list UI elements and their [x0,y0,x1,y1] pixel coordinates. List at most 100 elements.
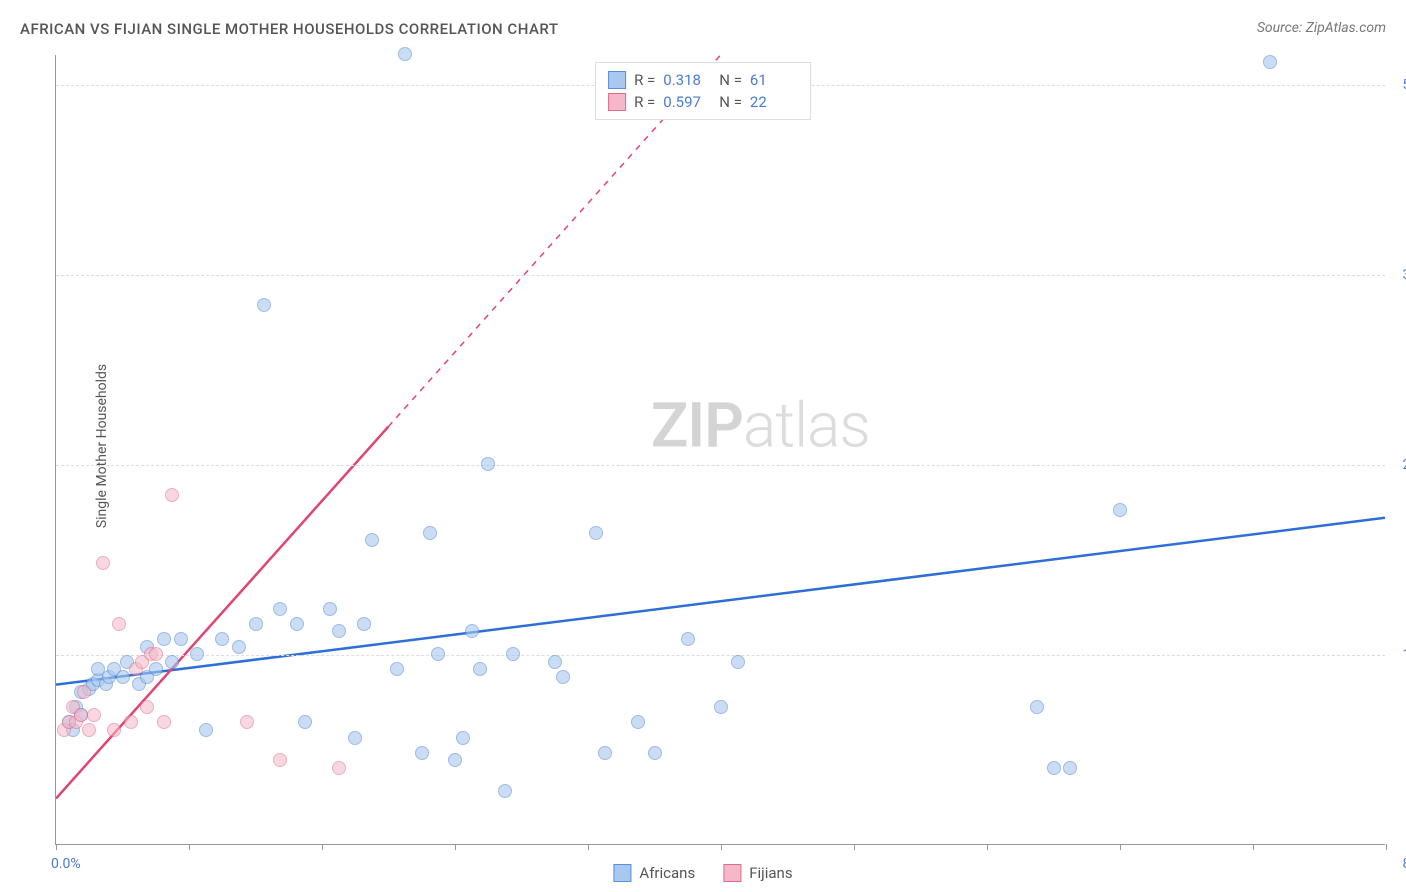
data-point [149,662,163,676]
data-point [157,715,171,729]
legend-row: R = 0.597 N = 22 [608,91,798,113]
x-min-label: 0.0% [51,856,81,872]
y-tick-label: 37.5% [1390,267,1406,283]
y-tick-label: 25.0% [1390,457,1406,473]
data-point [290,617,304,631]
data-point [74,708,88,722]
data-point [149,647,163,661]
data-point [332,761,346,775]
watermark: ZIPatlas [651,389,870,462]
data-point [1263,55,1277,69]
data-point [116,670,130,684]
data-point [348,731,362,745]
data-point [190,647,204,661]
data-point [96,556,110,570]
data-point [506,647,520,661]
legend-label: Africans [639,864,695,882]
data-point [174,632,188,646]
data-point [77,685,91,699]
x-tick [588,844,589,850]
r-value: 0.597 [663,93,711,111]
data-point [731,655,745,669]
x-tick [1386,844,1387,850]
data-point [556,670,570,684]
data-point [332,624,346,638]
data-point [589,526,603,540]
data-point [423,526,437,540]
y-tick-label: 50.0% [1390,77,1406,93]
n-value: 61 [750,71,798,89]
x-tick [721,844,722,850]
r-value: 0.318 [663,71,711,89]
n-label: N = [719,93,742,111]
data-point [415,746,429,760]
trend-lines-svg [56,55,1385,844]
x-tick [322,844,323,850]
data-point [298,715,312,729]
legend-item: Fijians [723,864,792,882]
data-point [107,723,121,737]
trend-line [56,518,1385,685]
data-point [240,715,254,729]
data-point [448,753,462,767]
data-point [165,655,179,669]
chart-title: AFRICAN VS FIJIAN SINGLE MOTHER HOUSEHOL… [20,20,559,38]
data-point [1047,761,1061,775]
data-point [681,632,695,646]
x-tick [56,844,57,850]
data-point [232,640,246,654]
x-max-label: 80.0% [1390,856,1406,872]
data-point [398,47,412,61]
data-point [631,715,645,729]
x-tick [189,844,190,850]
data-point [548,655,562,669]
x-tick [455,844,456,850]
data-point [456,731,470,745]
x-tick [1120,844,1121,850]
legend-row: R = 0.318 N = 61 [608,69,798,91]
data-point [140,700,154,714]
source-attribution: Source: ZipAtlas.com [1257,20,1386,36]
data-point [87,708,101,722]
data-point [431,647,445,661]
series-legend: Africans Fijians [613,864,792,882]
data-point [157,632,171,646]
r-label: R = [634,71,655,89]
data-point [1063,761,1077,775]
data-point [257,298,271,312]
data-point [273,602,287,616]
data-point [249,617,263,631]
legend-item: Africans [613,864,695,882]
data-point [365,533,379,547]
data-point [124,715,138,729]
data-point [357,617,371,631]
legend-swatch [608,71,626,89]
data-point [215,632,229,646]
gridline [56,275,1385,276]
data-point [465,624,479,638]
n-value: 22 [750,93,798,111]
trend-line [56,427,388,799]
gridline [56,655,1385,656]
gridline [56,465,1385,466]
data-point [473,662,487,676]
data-point [598,746,612,760]
r-label: R = [634,93,655,111]
data-point [199,723,213,737]
x-tick [1253,844,1254,850]
data-point [323,602,337,616]
legend-swatch [613,864,631,882]
data-point [390,662,404,676]
data-point [1113,503,1127,517]
x-tick [854,844,855,850]
plot-area: ZIPatlas 12.5%25.0%37.5%50.0%0.0%80.0% [55,55,1385,845]
n-label: N = [719,71,742,89]
data-point [498,784,512,798]
data-point [648,746,662,760]
legend-swatch [723,864,741,882]
data-point [1030,700,1044,714]
legend-label: Fijians [749,864,792,882]
data-point [714,700,728,714]
data-point [273,753,287,767]
legend-swatch [608,93,626,111]
